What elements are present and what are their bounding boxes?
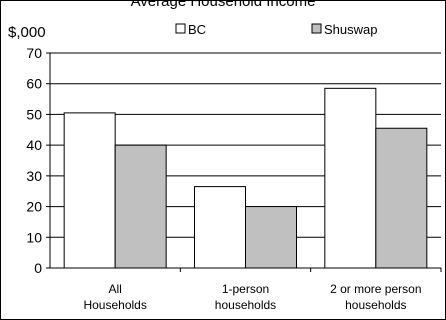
bar-shuswap: [245, 206, 297, 269]
x-tick-label: Households: [83, 298, 146, 312]
chart-title: Average Household Income: [131, 0, 316, 10]
bar-bc: [63, 112, 116, 269]
y-tick-label: 0: [34, 260, 42, 276]
y-tick-label: 10: [26, 229, 42, 245]
legend-label-shuswap: Shuswap: [324, 22, 377, 37]
bar-bc: [324, 87, 377, 269]
y-tick-label: 50: [26, 106, 42, 122]
y-tick-label: 70: [26, 45, 42, 61]
legend-swatch-bc: [175, 23, 186, 34]
bar-shuswap: [375, 127, 428, 269]
x-tick-label: households: [215, 298, 276, 312]
x-tick-label: households: [345, 298, 406, 312]
y-axis-label: $,000: [8, 24, 46, 41]
x-tick-label: 2 or more person: [330, 282, 421, 296]
bar-shuswap: [114, 144, 167, 269]
x-tick-label: 1-person: [222, 282, 269, 296]
x-tick-label: All: [108, 282, 121, 296]
y-tick-label: 30: [26, 168, 42, 184]
legend-label-bc: BC: [188, 22, 206, 37]
y-tick-label: 60: [26, 76, 42, 92]
y-tick-label: 40: [26, 137, 42, 153]
bar-bc: [194, 186, 246, 269]
plot-area: 0 10 20 30 40 50 60 70 All Households 1-person hous…: [26, 45, 442, 312]
y-tick-label: 20: [26, 199, 42, 215]
legend: BC Shuswap: [175, 22, 377, 37]
legend-swatch-shuswap: [311, 23, 322, 34]
